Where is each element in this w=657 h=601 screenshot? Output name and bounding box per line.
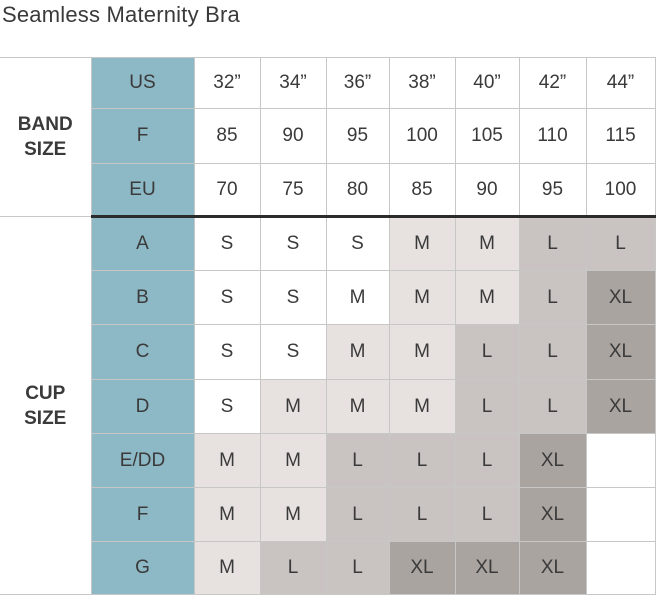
cup-row-label: F [90,487,195,542]
table-cell: 95 [518,163,587,218]
size-cell: XL [518,487,587,542]
table-cell: 34” [259,57,327,109]
size-cell: L [325,487,390,542]
size-cell: L [518,216,587,271]
size-cell: M [388,216,456,271]
size-cell: S [259,324,327,380]
size-cell: S [325,216,390,271]
size-cell: M [193,433,261,488]
table-cell: 38” [388,57,456,109]
size-cell: M [454,270,520,325]
cup-row-d: D S M M M L L XL [0,379,656,434]
band-row-label: F [90,108,195,164]
size-cell: L [259,541,327,595]
cup-row-g: G M L L XL XL XL [0,541,656,595]
table-cell: 100 [585,163,656,218]
size-cell: L [388,433,456,488]
cup-row-label: B [90,270,195,325]
size-cell: M [325,324,390,380]
size-cell: M [454,216,520,271]
cup-row-label: C [90,324,195,380]
size-cell: XL [518,541,587,595]
size-cell: L [325,541,390,595]
band-size-label: BAND SIZE [0,57,92,217]
cup-row-label: A [90,216,195,271]
size-cell: M [259,487,327,542]
size-cell: S [193,324,261,380]
cup-row-b: B S S M M M L XL [0,270,656,325]
size-cell: M [388,379,456,434]
size-cell: L [585,216,656,271]
table-cell: 70 [193,163,261,218]
table-cell: 32” [193,57,261,109]
table-cell: 100 [388,108,456,164]
size-cell: M [388,324,456,380]
cup-row-label: E/DD [90,433,195,488]
table-cell: 110 [518,108,587,164]
table-cell: 75 [259,163,327,218]
table-cell: 85 [193,108,261,164]
table-cell: 90 [259,108,327,164]
cup-row-label: G [90,541,195,595]
size-cell: S [259,270,327,325]
size-cell: M [193,541,261,595]
size-cell: XL [454,541,520,595]
cup-row-f: F M M L L L XL [0,487,656,542]
size-cell: XL [585,324,656,380]
cup-row-a: CUP SIZE A S S S M M L L [0,216,656,595]
table-cell: 105 [454,108,520,164]
table-cell: 95 [325,108,390,164]
size-chart: BAND SIZE US 32” 34” 36” 38” 40” 42” 44” … [0,57,656,598]
table-cell: 80 [325,163,390,218]
size-cell: XL [388,541,456,595]
size-cell: L [454,433,520,488]
size-cell: S [193,379,261,434]
size-cell: L [454,379,520,434]
band-row-f: F 85 90 95 100 105 110 115 [0,108,656,164]
empty-cell [585,541,656,595]
table-cell: 42” [518,57,587,109]
size-cell: M [259,379,327,434]
size-cell: L [518,379,587,434]
size-cell: M [388,270,456,325]
cup-row-e-dd: E/DD M M L L L XL [0,433,656,488]
table-cell: 115 [585,108,656,164]
table-cell: 85 [388,163,456,218]
size-cell: L [325,433,390,488]
band-row-us: BAND SIZE US 32” 34” 36” 38” 40” 42” 44” [0,57,656,217]
cup-row-c: C S S M M L L XL [0,324,656,380]
size-cell: S [259,216,327,271]
band-row-eu: EU 70 75 80 85 90 95 100 [0,163,656,218]
cup-size-label: CUP SIZE [0,216,92,595]
size-cell: XL [585,270,656,325]
band-row-label: US [90,57,195,109]
size-cell: S [193,270,261,325]
size-cell: S [193,216,261,271]
size-cell: M [325,270,390,325]
size-cell: XL [518,433,587,488]
size-cell: L [388,487,456,542]
size-cell: XL [585,379,656,434]
size-chart-table: BAND SIZE US 32” 34” 36” 38” 40” 42” 44” … [0,57,656,595]
table-cell: 44” [585,57,656,109]
cup-row-label: D [90,379,195,434]
size-cell: L [454,324,520,380]
size-cell: L [518,324,587,380]
size-cell: M [325,379,390,434]
table-cell: 40” [454,57,520,109]
empty-cell [585,487,656,542]
page-title: Seamless Maternity Bra [2,2,240,27]
empty-cell [585,433,656,488]
size-cell: M [259,433,327,488]
table-cell: 90 [454,163,520,218]
size-cell: L [454,487,520,542]
band-row-label: EU [90,163,195,218]
size-cell: L [518,270,587,325]
size-cell: M [193,487,261,542]
table-cell: 36” [325,57,390,109]
